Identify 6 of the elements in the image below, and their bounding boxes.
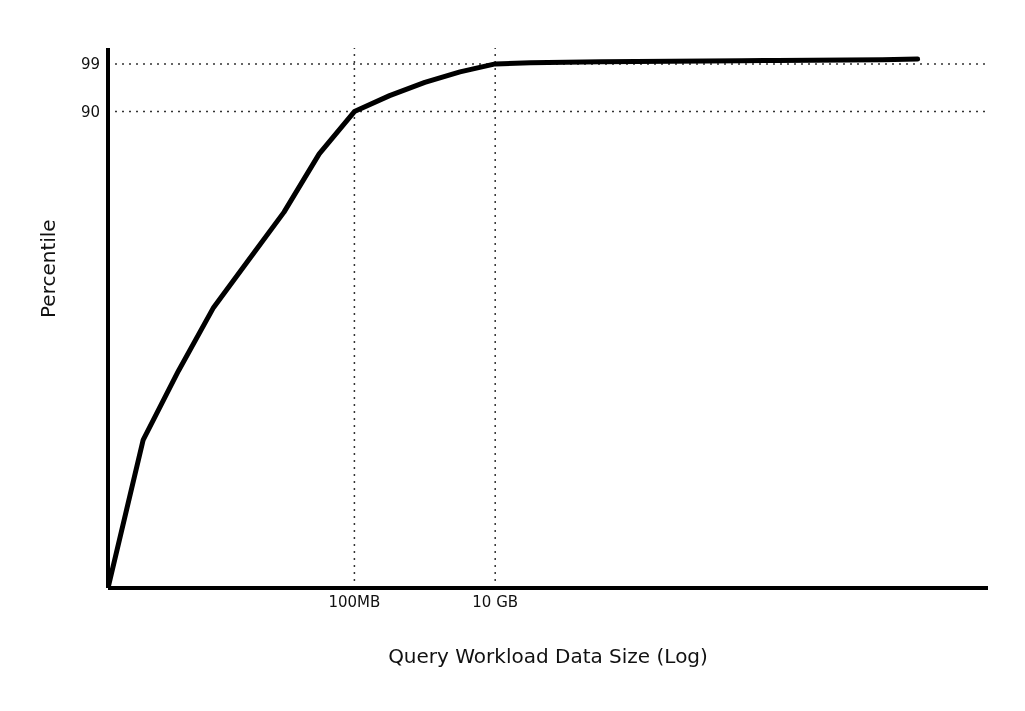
y-axis-title: Percentile bbox=[36, 219, 61, 318]
y-tick-label: 90 bbox=[80, 102, 100, 121]
y-tick-label: 99 bbox=[80, 55, 100, 74]
x-tick-label: 10 GB bbox=[472, 592, 519, 611]
x-axis-title: Query Workload Data Size (Log) bbox=[388, 644, 708, 668]
x-tick-label: 100MB bbox=[328, 592, 381, 611]
